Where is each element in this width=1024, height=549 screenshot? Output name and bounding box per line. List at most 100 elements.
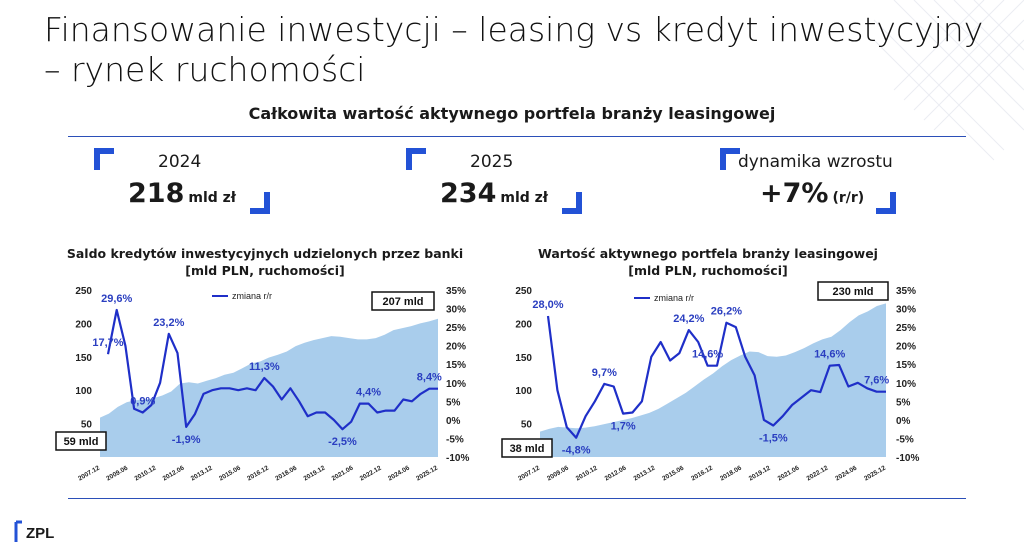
y-right-tick-label: 10%	[896, 379, 916, 390]
y-right-tick-label: 30%	[896, 305, 916, 316]
kpi-label: 2024	[158, 152, 202, 172]
x-tick-label: 2015.06	[661, 464, 685, 482]
data-label: -2,5%	[328, 436, 357, 448]
data-label: 24,2%	[673, 313, 704, 325]
bracket-bottom-right	[876, 192, 896, 214]
legend-label: zmiana r/r	[654, 293, 694, 303]
x-tick-label: 2012.06	[604, 464, 628, 482]
chart-2-title-line-2: [mld PLN, ruchomości]	[628, 263, 788, 278]
x-tick-label: 2022.12	[805, 464, 829, 482]
data-label: 11,3%	[249, 361, 280, 373]
area-series	[540, 303, 886, 457]
y-left-tick-label: 100	[75, 386, 92, 397]
top-divider	[68, 136, 966, 137]
kpi-number: 234	[440, 178, 497, 209]
y-left-tick-label: 50	[81, 420, 93, 431]
y-right-tick-label: 25%	[446, 323, 466, 334]
chart-2-title-line-1: Wartość aktywnego portfela branży leasin…	[538, 246, 878, 261]
x-tick-label: 2021.06	[777, 464, 801, 482]
chart-1-title: Saldo kredytów inwestycyjnych udzielonyc…	[50, 245, 480, 279]
data-label: 0,9%	[130, 395, 155, 407]
end-value-label: 207 mld	[383, 296, 424, 308]
title-line-2: – rynek ruchomości	[44, 50, 366, 89]
x-tick-label: 2025.12	[863, 464, 887, 482]
kpi-number: +7%	[760, 178, 829, 209]
data-label: -1,9%	[172, 434, 201, 446]
y-left-tick-label: 50	[521, 420, 533, 431]
kpi-number: 218	[128, 178, 185, 209]
x-tick-label: 2013.12	[632, 464, 656, 482]
page-title: Finansowanie inwestycji – leasing vs kre…	[44, 10, 994, 90]
bracket-top-left	[406, 148, 426, 170]
y-left-tick-label: 250	[515, 286, 532, 297]
data-label: 26,2%	[711, 306, 742, 318]
start-value-box	[501, 438, 553, 458]
kpi-label: 2025	[470, 152, 514, 172]
data-label: -4,8%	[562, 445, 591, 457]
line-series	[546, 315, 886, 439]
end-value-box	[817, 281, 889, 301]
start-value-label: 59 mld	[64, 436, 99, 448]
title-line-1: Finansowanie inwestycji – leasing vs kre…	[44, 10, 984, 49]
data-label: 8,4%	[417, 372, 442, 384]
data-label: 14,6%	[814, 349, 845, 361]
y-right-tick-label: 0%	[446, 416, 461, 427]
data-label: -1,5%	[759, 432, 788, 444]
data-label: 4,4%	[356, 387, 381, 399]
y-left-tick-label: 100	[515, 386, 532, 397]
end-value-box	[371, 291, 435, 311]
y-right-tick-label: 15%	[896, 360, 916, 371]
kpi-2025: 2025 234 mld zł	[406, 148, 586, 218]
legend-label: zmiana r/r	[232, 291, 272, 301]
kpi-2024: 2024 218 mld zł	[94, 148, 274, 218]
data-label: 17,7%	[92, 337, 123, 349]
chart-1-title-line-2: [mld PLN, ruchomości]	[185, 263, 345, 278]
x-tick-label: 2024.06	[834, 464, 858, 482]
area-series	[100, 318, 438, 457]
end-value-label: 230 mld	[833, 286, 874, 298]
y-left-tick-label: 150	[515, 353, 532, 364]
y-right-tick-label: 5%	[896, 397, 911, 408]
data-label: 29,6%	[101, 293, 132, 305]
section-subtitle: Całkowita wartość aktywnego portfela bra…	[248, 104, 776, 123]
x-tick-label: 2018.06	[719, 464, 743, 482]
data-label: 14,6%	[692, 349, 723, 361]
data-label: 1,7%	[611, 421, 636, 433]
x-tick-label: 2016.12	[690, 464, 714, 482]
y-left-tick-label: 150	[75, 353, 92, 364]
y-right-tick-label: 10%	[446, 379, 466, 390]
y-left-tick-label: 200	[515, 319, 532, 330]
kpi-value: +7% (r/r)	[760, 178, 864, 209]
y-left-tick-label: 200	[75, 319, 92, 330]
x-tick-label: 2010.12	[575, 464, 599, 482]
y-right-tick-label: 0%	[896, 416, 911, 427]
y-right-tick-label: -10%	[446, 453, 469, 464]
bracket-top-left	[720, 148, 740, 170]
zpl-logo-icon: ZPL	[14, 520, 54, 542]
line-series	[106, 308, 438, 431]
y-left-tick-label: 250	[75, 286, 92, 297]
kpi-unit: (r/r)	[832, 190, 865, 206]
background-pattern	[874, 0, 1024, 161]
chart-2-title: Wartość aktywnego portfela branży leasin…	[488, 245, 928, 279]
bracket-top-left	[94, 148, 114, 170]
y-right-tick-label: 30%	[446, 305, 466, 316]
y-right-tick-label: 20%	[446, 342, 466, 353]
x-tick-label: 2007.12	[517, 464, 541, 482]
y-right-tick-label: 15%	[446, 360, 466, 371]
y-right-tick-label: 20%	[896, 342, 916, 353]
data-label: 7,6%	[864, 375, 889, 387]
y-right-tick-label: 35%	[896, 286, 916, 297]
zpl-logo-text: ZPL	[26, 525, 54, 542]
y-right-tick-label: 5%	[446, 397, 461, 408]
kpi-unit: mld zł	[188, 190, 237, 206]
y-right-tick-label: 35%	[446, 286, 466, 297]
zpl-logo: ZPL	[14, 520, 74, 549]
kpi-unit: mld zł	[500, 190, 549, 206]
start-value-box	[55, 431, 107, 451]
start-value-label: 38 mld	[510, 443, 545, 455]
kpi-growth: dynamika wzrostu +7% (r/r)	[720, 148, 900, 218]
data-label: 23,2%	[153, 317, 184, 329]
